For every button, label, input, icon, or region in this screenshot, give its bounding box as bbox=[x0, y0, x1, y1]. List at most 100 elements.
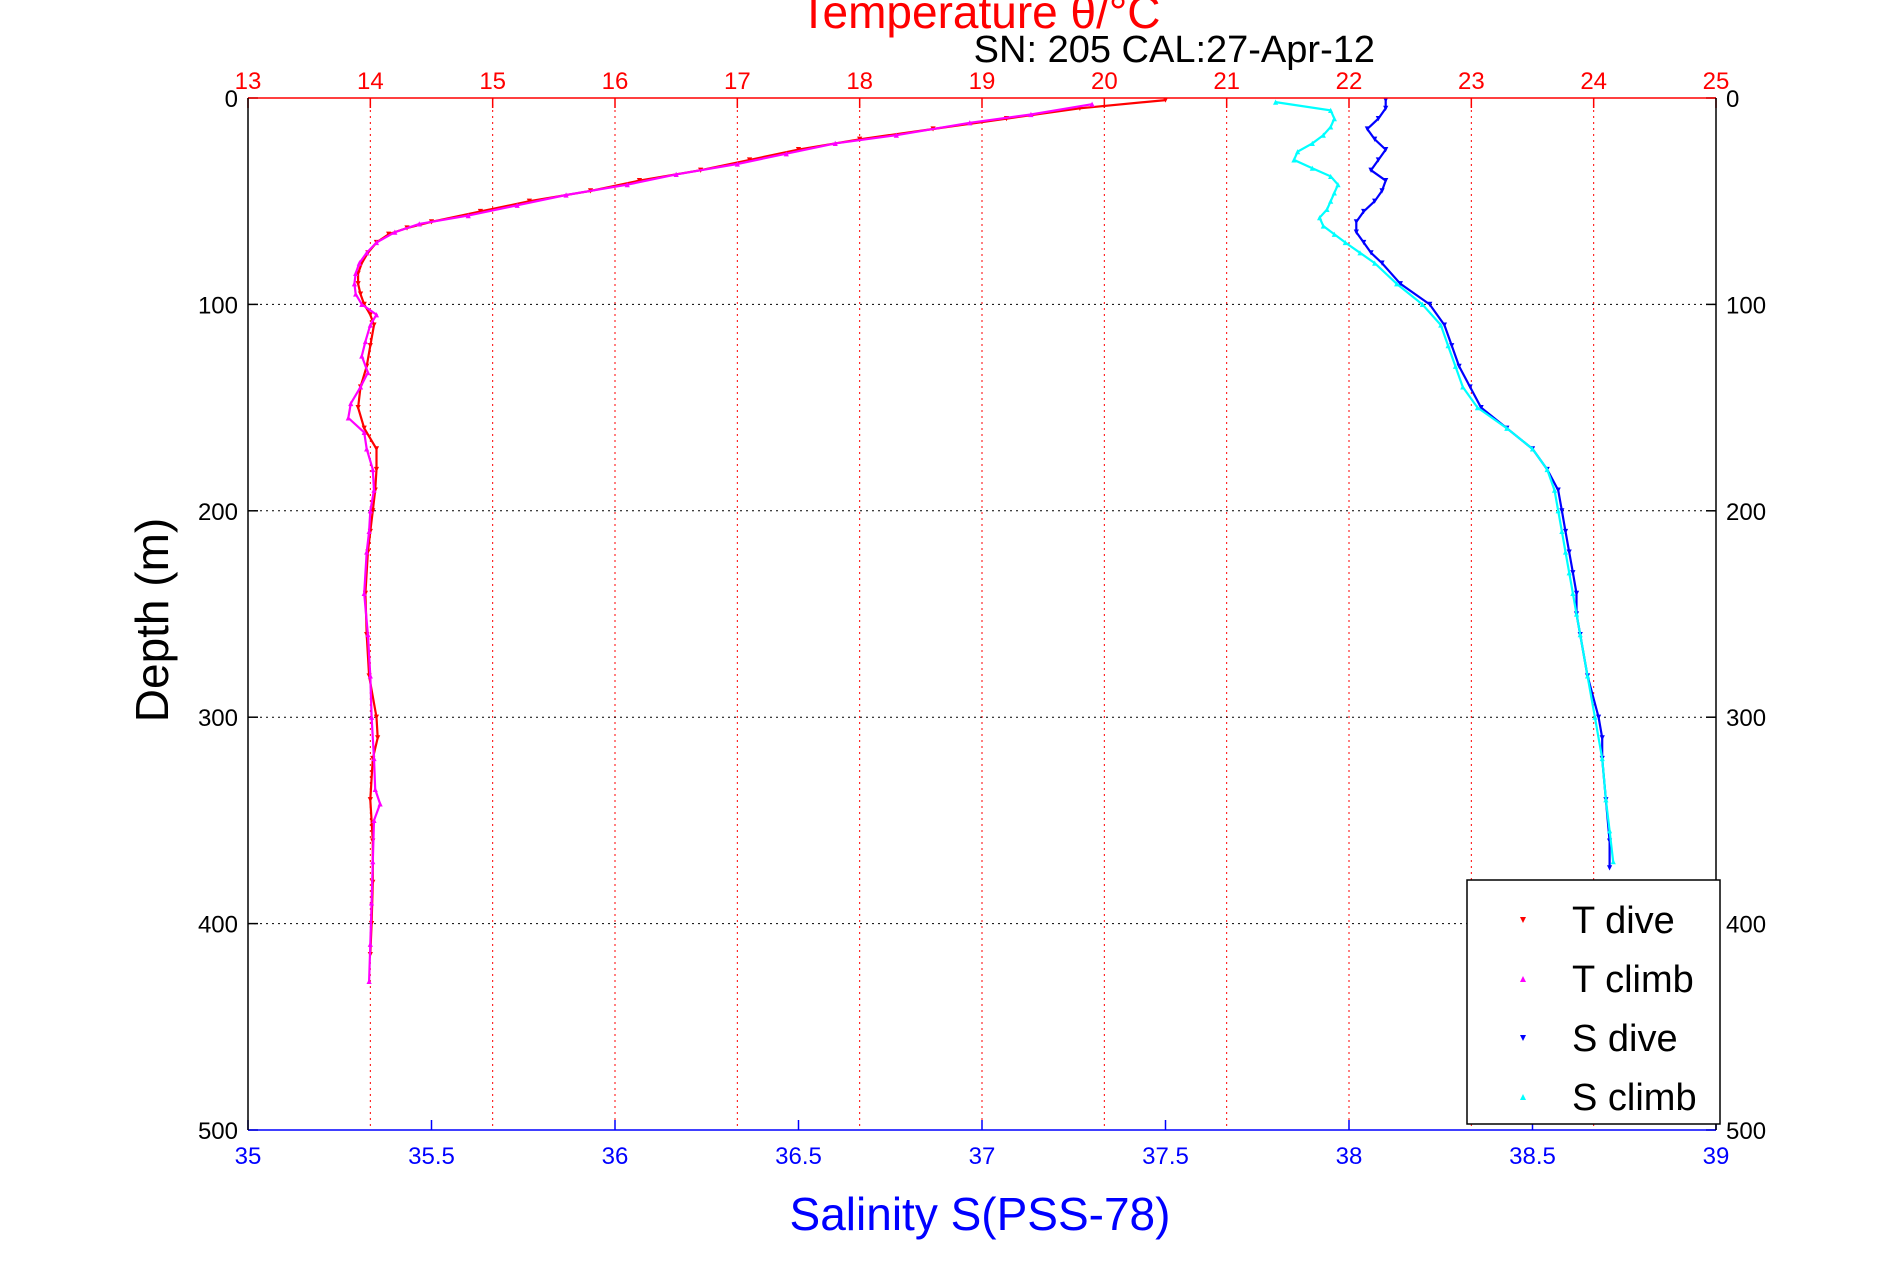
data-point bbox=[371, 487, 377, 493]
data-point bbox=[1375, 157, 1381, 163]
y-tick-label: 500 bbox=[198, 1118, 238, 1145]
y-tick-label-right: 0 bbox=[1726, 86, 1739, 113]
bottom-tick-label: 37 bbox=[969, 1143, 996, 1170]
data-point bbox=[353, 291, 359, 297]
data-point bbox=[370, 466, 376, 473]
data-point bbox=[353, 270, 359, 277]
data-point bbox=[1577, 632, 1583, 638]
data-point bbox=[355, 405, 361, 411]
data-point bbox=[1559, 528, 1565, 535]
data-point bbox=[1456, 363, 1462, 369]
data-point bbox=[1570, 590, 1576, 596]
data-point bbox=[1529, 446, 1536, 452]
data-point bbox=[1584, 673, 1591, 679]
data-point bbox=[1383, 177, 1389, 184]
data-point bbox=[734, 161, 740, 167]
bottom-tick-label: 38.5 bbox=[1509, 1143, 1556, 1170]
data-point bbox=[1364, 126, 1370, 132]
data-point bbox=[1427, 301, 1433, 307]
legend-marker bbox=[1520, 1035, 1526, 1041]
legend-label: T climb bbox=[1572, 959, 1694, 1001]
legend-marker bbox=[1520, 917, 1526, 923]
data-point bbox=[1551, 487, 1558, 493]
bottom-tick-label: 36.5 bbox=[775, 1143, 822, 1170]
data-point bbox=[1441, 322, 1448, 328]
y-tick-label-right: 300 bbox=[1726, 705, 1766, 732]
data-point bbox=[673, 171, 679, 177]
data-point bbox=[416, 221, 422, 227]
legend: T dive T climb S dive S climb bbox=[1466, 879, 1721, 1125]
data-point bbox=[356, 260, 362, 266]
data-point bbox=[1460, 384, 1466, 390]
data-point bbox=[373, 466, 380, 473]
data-point bbox=[355, 281, 361, 287]
data-point bbox=[357, 384, 364, 390]
data-point bbox=[1291, 157, 1297, 163]
data-point bbox=[1324, 206, 1330, 213]
top-tick-label: 18 bbox=[846, 68, 873, 95]
bottom-tick-label: 35.5 bbox=[408, 1143, 455, 1170]
data-point bbox=[372, 786, 378, 793]
data-point bbox=[1295, 149, 1301, 155]
data-point bbox=[367, 673, 373, 679]
data-point bbox=[366, 978, 372, 984]
data-point bbox=[1573, 611, 1580, 617]
data-point bbox=[1379, 260, 1385, 266]
data-point bbox=[1335, 182, 1341, 188]
legend-label: S climb bbox=[1572, 1077, 1697, 1119]
data-point bbox=[1599, 755, 1605, 762]
data-point bbox=[1331, 116, 1337, 122]
data-point bbox=[1570, 570, 1576, 576]
chart-subtitle: SN: 205 CAL:27-Apr-12 bbox=[974, 29, 1375, 71]
data-point bbox=[377, 801, 383, 807]
data-point bbox=[526, 198, 532, 204]
top-tick-label: 24 bbox=[1580, 68, 1607, 95]
data-point bbox=[1273, 99, 1279, 105]
data-point bbox=[1544, 466, 1550, 473]
bottom-tick-label: 39 bbox=[1703, 1143, 1730, 1170]
data-point bbox=[1606, 865, 1613, 871]
y-axis-title: Depth (m) bbox=[126, 518, 178, 722]
data-point bbox=[1028, 111, 1034, 118]
data-point bbox=[1474, 405, 1481, 411]
y-tick-label: 300 bbox=[198, 705, 238, 732]
data-point bbox=[1331, 190, 1337, 196]
data-point bbox=[795, 147, 802, 153]
legend-marker bbox=[1520, 1094, 1526, 1100]
data-point bbox=[1328, 107, 1334, 113]
data-point bbox=[361, 425, 367, 431]
data-point bbox=[1478, 405, 1484, 411]
data-point bbox=[373, 714, 380, 720]
data-point bbox=[746, 157, 753, 163]
bottom-tick-label: 38 bbox=[1336, 1143, 1363, 1170]
data-point bbox=[1610, 859, 1616, 865]
top-tick-label: 15 bbox=[479, 68, 506, 95]
data-point bbox=[465, 213, 471, 219]
data-point bbox=[1599, 735, 1605, 741]
data-point bbox=[392, 229, 398, 235]
data-point bbox=[1555, 508, 1561, 514]
data-point bbox=[1467, 384, 1473, 390]
data-point bbox=[1320, 223, 1326, 229]
data-point bbox=[477, 208, 484, 215]
data-point bbox=[367, 322, 373, 328]
data-point bbox=[967, 120, 973, 126]
data-point bbox=[1162, 97, 1169, 103]
data-point bbox=[1317, 215, 1323, 221]
y-tick-label: 400 bbox=[198, 912, 238, 939]
data-point bbox=[1089, 101, 1095, 107]
top-tick-label: 17 bbox=[724, 68, 751, 95]
data-point bbox=[1353, 229, 1359, 235]
data-point bbox=[1562, 528, 1569, 535]
series-t-climb bbox=[345, 101, 1095, 984]
data-point bbox=[364, 549, 370, 555]
series-line bbox=[347, 103, 1093, 982]
data-point bbox=[362, 338, 369, 345]
data-point bbox=[563, 192, 569, 198]
data-point bbox=[364, 250, 370, 256]
data-point bbox=[1372, 136, 1378, 142]
data-point bbox=[1573, 590, 1580, 596]
data-point bbox=[1397, 281, 1403, 287]
data-point bbox=[1504, 425, 1510, 431]
